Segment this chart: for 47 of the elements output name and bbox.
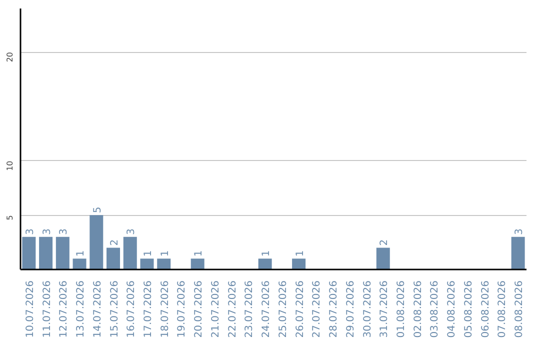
x-tick-label: 11.07.2026 — [42, 280, 53, 338]
y-tick-label: 5 — [6, 215, 14, 220]
data-label: 1 — [194, 250, 205, 257]
x-tick-label: 14.07.2026 — [92, 280, 104, 338]
data-label: 3 — [126, 228, 138, 235]
x-tick-label: 22.07.2026 — [227, 280, 238, 338]
x-tick-label: 21.07.2026 — [210, 280, 222, 338]
x-tick-label: 20.07.2026 — [194, 280, 205, 338]
data-label: 1 — [160, 250, 171, 257]
data-label: 3 — [24, 228, 36, 235]
data-label: 2 — [109, 239, 120, 246]
x-tick-label: 12.07.2026 — [58, 280, 70, 338]
x-tick-label: 29.07.2026 — [345, 280, 356, 338]
x-tick-label: 05.08.2026 — [463, 280, 474, 338]
x-tick-label: 13.07.2026 — [76, 280, 87, 338]
x-tick-label: 26.07.2026 — [294, 280, 306, 338]
x-tick-label: 31.07.2026 — [379, 280, 390, 338]
x-tick-label: 19.07.2026 — [176, 280, 188, 338]
data-label: 1 — [261, 250, 272, 257]
x-tick-label: 18.07.2026 — [160, 280, 171, 338]
y-tick-label: 20 — [6, 52, 14, 62]
x-tick-label: 03.08.2026 — [430, 280, 441, 338]
x-tick-label: 17.07.2026 — [143, 280, 154, 338]
x-tick-label: 16.07.2026 — [126, 280, 138, 338]
x-tick-label: 10.07.2026 — [24, 280, 36, 338]
data-label: 3 — [42, 228, 53, 235]
data-label: 3 — [514, 228, 526, 235]
x-tick-label: 27.07.2026 — [312, 280, 323, 338]
x-tick-label: 02.08.2026 — [412, 280, 424, 338]
x-tick-label: 04.08.2026 — [446, 280, 458, 338]
data-label: 2 — [379, 239, 390, 246]
data-label: 1 — [143, 250, 154, 257]
data-label: 1 — [294, 250, 306, 257]
data-label: 3 — [58, 228, 70, 235]
x-tick-label: 30.07.2026 — [362, 280, 374, 338]
x-tick-label: 07.08.2026 — [497, 280, 508, 338]
y-tick-label: 10 — [6, 160, 14, 171]
x-tick-label: 08.08.2026 — [514, 280, 526, 338]
x-tick-label: 01.08.2026 — [396, 280, 407, 338]
x-tick-label: 06.08.2026 — [480, 280, 492, 338]
x-tick-label: 23.07.2026 — [244, 280, 256, 338]
x-tick-label: 24.07.2026 — [261, 280, 272, 338]
data-label: 1 — [76, 250, 87, 257]
x-tick-label: 25.07.2026 — [278, 280, 289, 338]
x-tick-label: 28.07.2026 — [328, 280, 340, 338]
x-tick-label: 15.07.2026 — [109, 280, 120, 338]
data-label: 5 — [92, 206, 104, 214]
